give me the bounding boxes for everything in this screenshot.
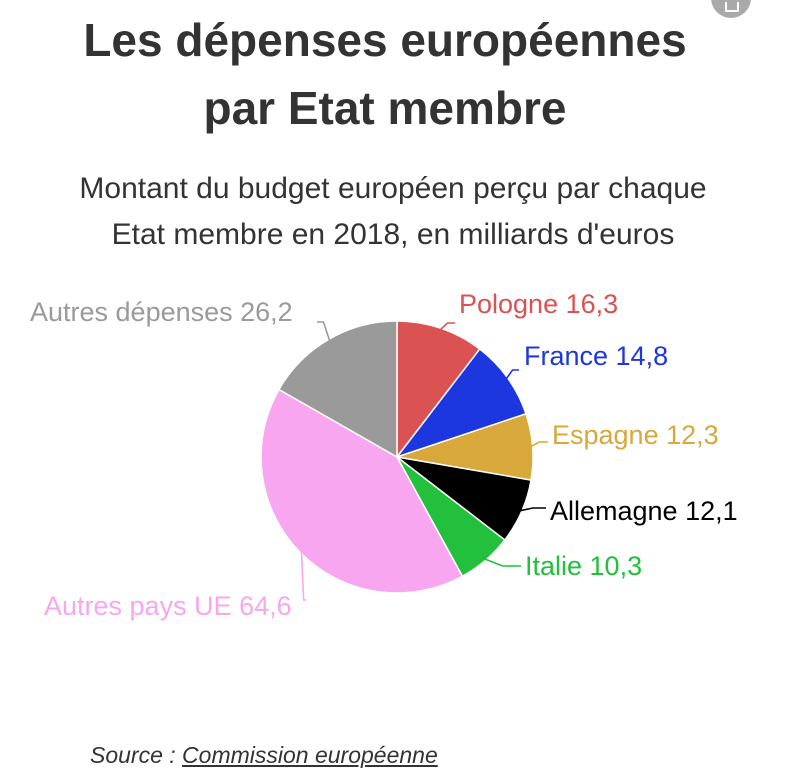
- pie-slice-autres-pays-ue: [260, 388, 464, 594]
- slice-label-espagne: Espagne 12,3: [552, 420, 719, 450]
- chart-subtitle-line-1: Montant du budget européen perçu par cha…: [79, 172, 707, 205]
- leader-line-espagne: [530, 441, 548, 448]
- slice-label-allemagne: Allemagne 12,1: [550, 496, 738, 526]
- slice-label-autres-pays-ue: Autres pays UE 64,6: [44, 591, 292, 621]
- leader-line-italie: [483, 558, 521, 567]
- chart-title-line-1: Les dépenses européennes: [83, 14, 687, 66]
- slice-labels: Pologne 16,3 France 14,8 Espagne 12,3 Allem…: [30, 289, 738, 621]
- slice-label-autres-dépenses: Autres dépenses 26,2: [30, 297, 293, 327]
- source-prefix: Source :: [90, 742, 183, 768]
- chart-subtitle: Montant du budget européen perçu par cha…: [0, 166, 786, 258]
- pie-slice-pologne: [396, 320, 481, 460]
- slice-label-pologne: Pologne 16,3: [459, 289, 618, 319]
- slice-label-italie: Italie 10,3: [525, 551, 642, 581]
- chart-title-line-2: par Etat membre: [203, 82, 567, 134]
- leader-line-france: [505, 369, 519, 380]
- leader-lines: [300, 321, 548, 601]
- leader-line-autres-pays-ue: [300, 550, 306, 601]
- chart-subtitle-line-2: Etat membre en 2018, en milliards d'euro…: [111, 218, 675, 251]
- leader-line-allemagne: [519, 507, 546, 512]
- source-line: Source : Commission européenne: [90, 742, 438, 769]
- chart-title: Les dépenses européennes par Etat membre: [0, 6, 770, 142]
- leader-line-pologne: [439, 322, 455, 331]
- print-button[interactable]: [711, 0, 751, 18]
- leader-line-autres-dépenses: [317, 321, 331, 342]
- slice-label-france: France 14,8: [524, 341, 668, 371]
- pie-slices: [260, 320, 534, 594]
- source-link[interactable]: Commission européenne: [182, 742, 438, 768]
- print-icon: [725, 2, 739, 12]
